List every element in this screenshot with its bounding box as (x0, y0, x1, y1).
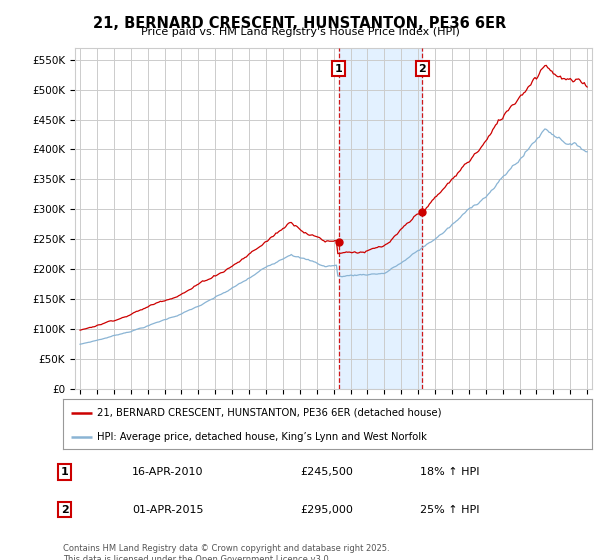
Text: Contains HM Land Registry data © Crown copyright and database right 2025.
This d: Contains HM Land Registry data © Crown c… (63, 544, 389, 560)
Text: 1: 1 (61, 467, 68, 477)
Text: Price paid vs. HM Land Registry's House Price Index (HPI): Price paid vs. HM Land Registry's House … (140, 27, 460, 37)
Text: 16-APR-2010: 16-APR-2010 (132, 467, 203, 477)
Text: 21, BERNARD CRESCENT, HUNSTANTON, PE36 6ER (detached house): 21, BERNARD CRESCENT, HUNSTANTON, PE36 6… (97, 408, 442, 418)
Text: £295,000: £295,000 (300, 505, 353, 515)
Text: 25% ↑ HPI: 25% ↑ HPI (420, 505, 479, 515)
Text: 21, BERNARD CRESCENT, HUNSTANTON, PE36 6ER: 21, BERNARD CRESCENT, HUNSTANTON, PE36 6… (94, 16, 506, 31)
Text: 01-APR-2015: 01-APR-2015 (132, 505, 203, 515)
Text: 18% ↑ HPI: 18% ↑ HPI (420, 467, 479, 477)
Text: 2: 2 (418, 64, 426, 73)
Bar (338, 48, 422, 389)
Text: HPI: Average price, detached house, King’s Lynn and West Norfolk: HPI: Average price, detached house, King… (97, 432, 427, 441)
Text: 1: 1 (335, 64, 343, 73)
Text: £245,500: £245,500 (300, 467, 353, 477)
Text: 2: 2 (61, 505, 68, 515)
